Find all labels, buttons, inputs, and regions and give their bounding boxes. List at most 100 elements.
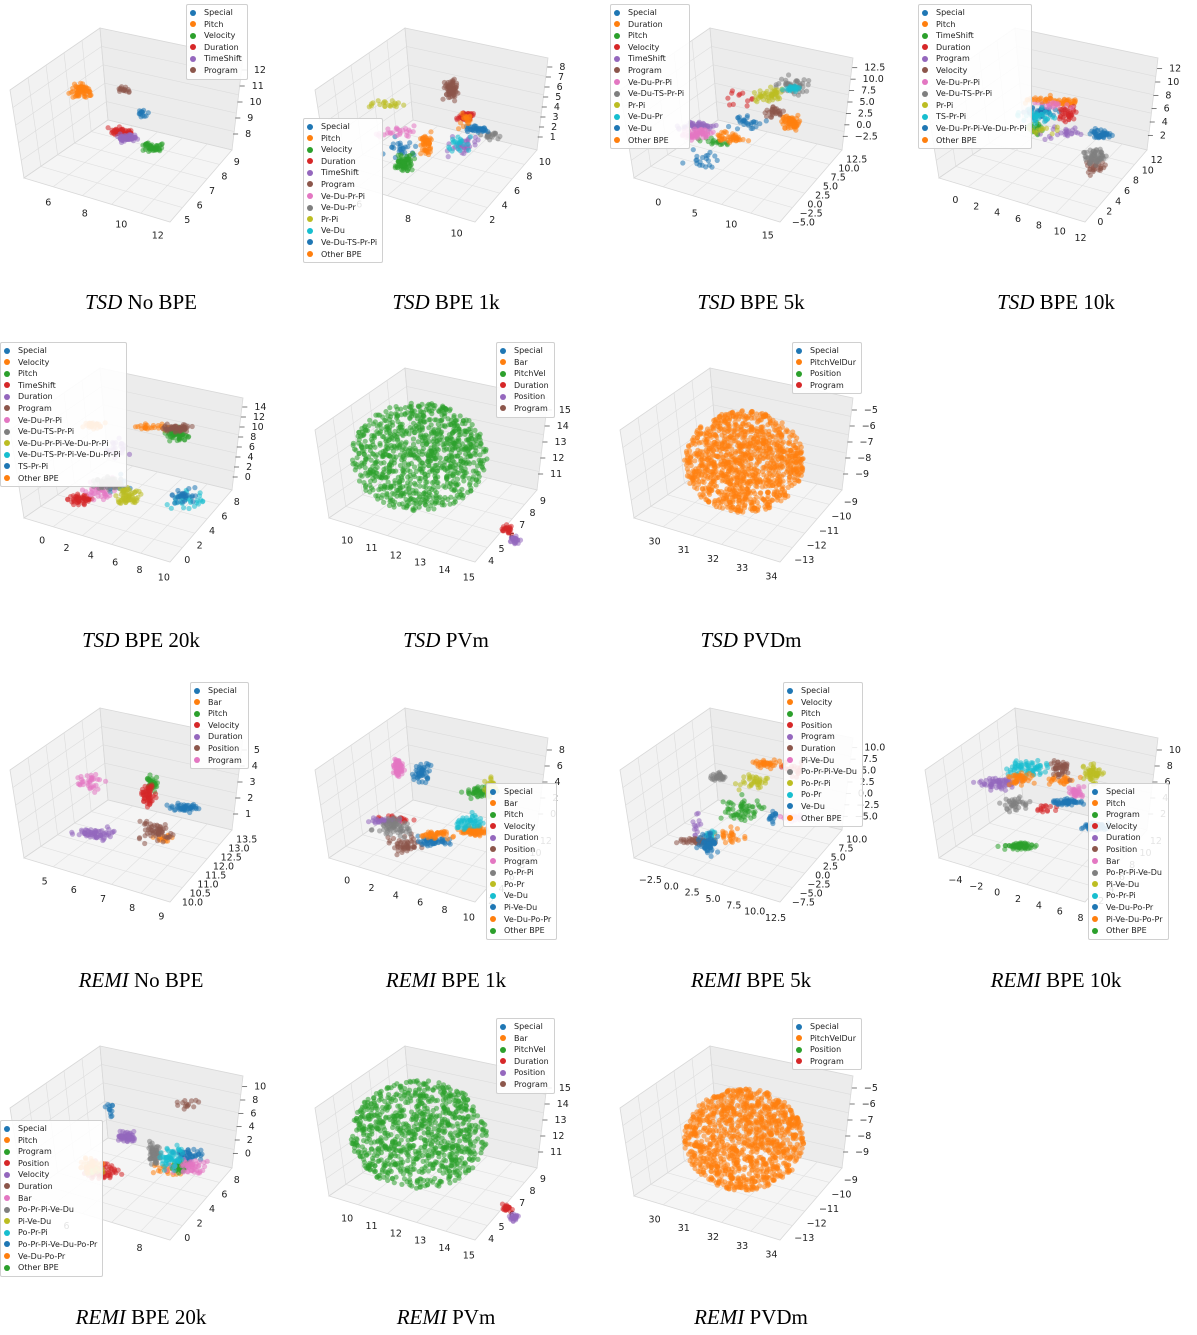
scatter-point [769, 482, 776, 489]
scatter-point [746, 453, 752, 459]
scatter-point [380, 414, 386, 420]
legend-item: Ve-Du-Pr-Pi [614, 77, 684, 89]
scatter-point [1069, 104, 1075, 111]
scatter-point [135, 494, 141, 500]
legend-item: Bar [500, 357, 549, 369]
scatter-point [699, 485, 706, 491]
scatter-point [477, 437, 483, 443]
y-tick-label: 12.0 [213, 862, 234, 873]
legend-label: Ve-Du-Pr-Pi-Ve-Du-Pr-Pi [18, 438, 109, 448]
scatter-point [352, 446, 358, 452]
scatter-point [76, 496, 82, 502]
scatter-point [1038, 111, 1044, 117]
scatter-point [368, 478, 374, 484]
scatter-point [687, 448, 693, 454]
legend-marker [500, 393, 506, 400]
scatter-point [362, 484, 369, 490]
x-tick-label: 12 [1075, 233, 1087, 244]
legend-marker [194, 722, 200, 729]
x-tick-label: 15 [762, 231, 774, 242]
scatter-point [381, 486, 387, 492]
y-tick-label: 4 [1115, 196, 1121, 207]
scatter-point [390, 448, 396, 454]
scatter-point [435, 465, 441, 471]
y-tick-label: −10 [831, 512, 851, 523]
scatter-point [779, 434, 785, 440]
legend-marker [190, 44, 196, 51]
scatter-point [452, 93, 458, 100]
scatter-point [424, 760, 430, 767]
scatter-point [489, 134, 495, 140]
scatter-point [407, 157, 414, 164]
x-tick-label: 11 [365, 543, 377, 554]
scatter-point [411, 156, 418, 162]
scatter-point [91, 497, 97, 503]
subplot-caption: TSD BPE 5k [610, 290, 892, 315]
scatter-point [804, 88, 810, 94]
legend-marker [922, 125, 928, 132]
legend-marker [796, 370, 802, 377]
caption-tokenizer: TSD [700, 628, 738, 652]
scatter-point [763, 118, 769, 124]
x-tick-label: 10 [463, 912, 475, 923]
scatter-point [159, 141, 165, 147]
z-tick-label: 2 [247, 793, 253, 804]
scatter-point [710, 129, 716, 135]
scatter-point [477, 443, 483, 449]
legend-item: Position [500, 391, 549, 403]
legend-marker [922, 21, 928, 28]
scatter-point [801, 77, 807, 83]
scatter-point [734, 457, 740, 463]
subplot-caption: REMI No BPE [0, 968, 282, 993]
scatter-point [381, 466, 387, 472]
legend-marker [614, 67, 620, 74]
scatter-point [763, 465, 769, 471]
scatter-point [472, 139, 478, 145]
y-tick-label: 7 [209, 186, 215, 197]
legend-label: Program [18, 403, 52, 413]
scatter-point [186, 486, 192, 492]
scatter-point [126, 451, 133, 457]
scatter-point [395, 141, 401, 147]
scatter-point [737, 481, 743, 487]
scatter-point [753, 462, 759, 468]
scatter-point [722, 129, 728, 135]
x-tick-label: 31 [678, 545, 690, 556]
legend-marker [4, 359, 10, 366]
scatter-point [426, 425, 432, 431]
scatter-point [164, 802, 170, 808]
scatter-point [481, 446, 487, 452]
scatter-point [495, 136, 501, 142]
legend: Special PitchVelDur Position Program [792, 342, 862, 395]
legend-marker [307, 169, 313, 176]
legend: Special Bar Pitch Velocity Duration Position P… [190, 682, 249, 770]
scatter-point [103, 492, 109, 498]
legend-marker [796, 382, 802, 389]
z-tick-label: 4 [554, 102, 560, 113]
scatter-point [372, 473, 378, 479]
legend-marker [500, 347, 506, 354]
legend-label: Duration [628, 19, 663, 29]
y-tick-label: 5 [499, 544, 505, 555]
y-tick-label: −9 [844, 497, 858, 508]
scatter-point [710, 442, 716, 448]
z-tick-label: 4 [1162, 117, 1168, 128]
scatter-point [384, 492, 390, 498]
legend-marker [922, 55, 928, 62]
scatter-point [389, 98, 395, 104]
scatter-point [417, 458, 423, 464]
scatter-point [397, 442, 403, 448]
legend-label: Pitch [204, 19, 224, 29]
scatter-point [379, 475, 385, 481]
scatter-point [693, 466, 699, 472]
y-tick-label: 2 [197, 540, 203, 551]
y-tick-label: 10.0 [838, 164, 859, 175]
legend-label: Ve-Du-Pr-Pi [18, 415, 62, 425]
scatter-point [431, 444, 437, 450]
scatter-point [729, 446, 735, 452]
scatter-point [779, 441, 785, 447]
scatter-point [79, 487, 86, 493]
legend-label: Duration [204, 42, 239, 52]
scatter-point [706, 428, 712, 434]
y-tick-label: 6 [197, 200, 203, 211]
